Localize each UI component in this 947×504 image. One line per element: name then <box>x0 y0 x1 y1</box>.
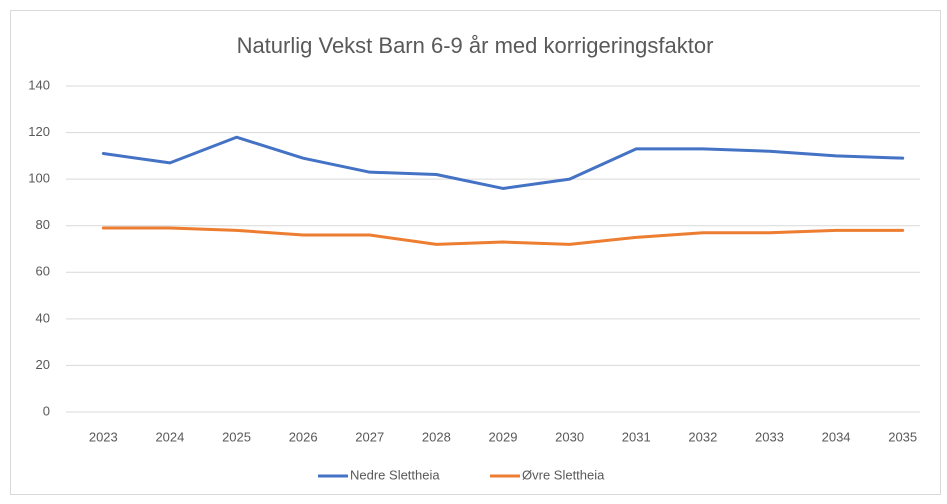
legend-label: Nedre Slettheia <box>350 467 440 482</box>
line-series <box>101 226 905 246</box>
x-tick-label: 2034 <box>822 429 851 444</box>
x-tick-label: 2035 <box>888 429 917 444</box>
x-tick-label: 2033 <box>755 429 784 444</box>
x-tick-label: 2027 <box>355 429 384 444</box>
y-tick-label: 100 <box>28 171 50 186</box>
y-tick-label: 0 <box>43 403 50 418</box>
x-tick-label: 2031 <box>622 429 651 444</box>
x-tick-label: 2023 <box>89 429 118 444</box>
y-tick-label: 140 <box>28 77 50 92</box>
x-tick-label: 2025 <box>222 429 251 444</box>
y-tick-label: 40 <box>36 310 50 325</box>
x-tick-label: 2029 <box>489 429 518 444</box>
x-tick-label: 2024 <box>155 429 184 444</box>
line-series <box>101 135 905 190</box>
x-tick-label: 2032 <box>688 429 717 444</box>
y-tick-label: 120 <box>28 124 50 139</box>
x-tick-label: 2028 <box>422 429 451 444</box>
y-tick-label: 20 <box>36 357 50 372</box>
y-tick-label: 60 <box>36 264 50 279</box>
chart-border <box>10 10 941 495</box>
y-tick-label: 80 <box>36 217 50 232</box>
x-tick-label: 2030 <box>555 429 584 444</box>
legend-label: Øvre Slettheia <box>522 467 605 482</box>
x-tick-label: 2026 <box>289 429 318 444</box>
chart-title: Naturlig Vekst Barn 6-9 år med korrigeri… <box>237 33 714 58</box>
